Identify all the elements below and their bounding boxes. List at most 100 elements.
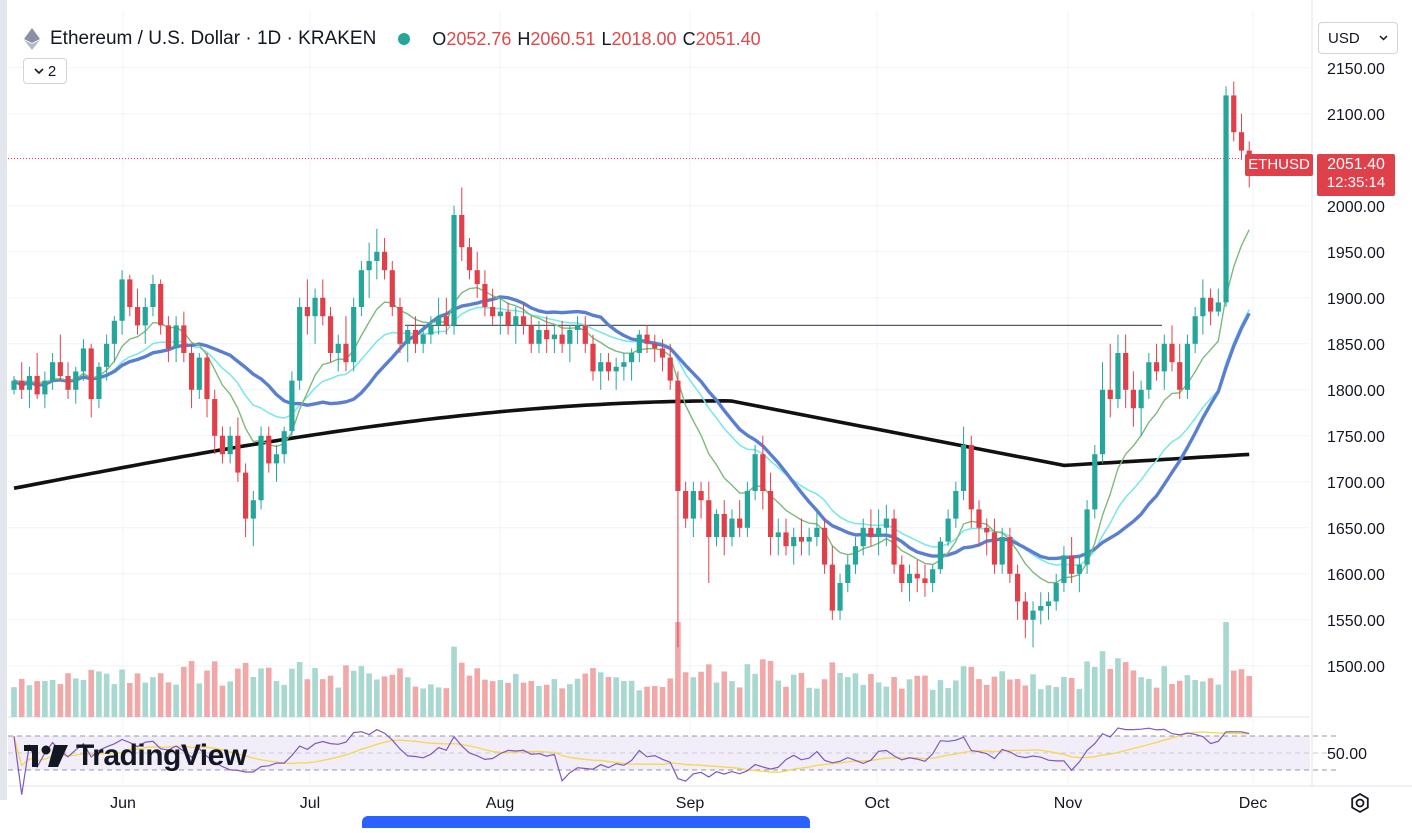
volume-bar — [188, 661, 195, 717]
symbol-interval[interactable]: 1D — [256, 28, 282, 49]
candle-body — [312, 297, 318, 317]
chevron-down-icon — [34, 67, 44, 74]
volume-bar — [265, 667, 272, 717]
candle-body — [1107, 389, 1113, 399]
candle-body — [729, 518, 735, 537]
volume-bar — [204, 670, 210, 717]
volume-bar — [891, 677, 897, 717]
candle-body — [227, 435, 233, 455]
volume-bar — [1061, 676, 1067, 717]
indicators-count: 2 — [47, 62, 57, 80]
candle-body — [876, 527, 882, 537]
volume-bar — [837, 672, 843, 717]
volume-bar — [536, 685, 542, 717]
candle-body — [343, 343, 349, 363]
volume-bar — [543, 684, 550, 717]
volume-bar — [1076, 688, 1083, 717]
time-tick-label: Sep — [676, 795, 705, 812]
candle-body — [636, 334, 642, 353]
indicators-collapse-button[interactable]: 2 — [23, 58, 67, 84]
volume-bar — [899, 688, 905, 717]
volume-bar — [1122, 662, 1129, 717]
volume-bar — [489, 681, 496, 717]
candle-body — [389, 270, 395, 307]
volume-bar — [551, 679, 558, 717]
candle-body — [1045, 601, 1052, 606]
candle-body — [960, 445, 967, 491]
volume-bar — [428, 684, 434, 717]
volume-bar — [1130, 670, 1137, 717]
symbol-name[interactable]: Ethereum / U.S. Dollar — [50, 28, 241, 49]
volume-bar — [906, 679, 913, 717]
volume-bar — [790, 674, 797, 717]
candle-body — [767, 491, 774, 537]
time-tick-label: Dec — [1239, 795, 1267, 812]
candle-body — [1115, 353, 1121, 399]
volume-bar — [1138, 677, 1144, 717]
price-tick-label: 1700.00 — [1327, 475, 1385, 492]
candle-body — [1123, 353, 1129, 390]
volume-bar — [1176, 680, 1183, 717]
settings-icon[interactable] — [1349, 792, 1371, 814]
candle-body — [551, 334, 557, 340]
volume-bar — [736, 687, 743, 717]
candle-body — [621, 362, 627, 367]
volume-bar — [1053, 687, 1059, 717]
volume-bar — [752, 673, 758, 717]
ma-long-line — [13, 399, 1250, 490]
volume-bar — [304, 679, 311, 717]
candle-body — [644, 334, 650, 344]
volume-bar — [250, 676, 257, 717]
symbol-exchange: KRAKEN — [298, 28, 377, 49]
candle-body — [1022, 601, 1028, 620]
candle-body — [351, 307, 357, 363]
candle-body — [104, 343, 110, 367]
volume-bar — [11, 687, 17, 717]
candle-body — [490, 307, 496, 317]
candle-body — [737, 518, 743, 528]
rsi-axis-label: 50.00 — [1327, 746, 1367, 763]
candle-body — [513, 316, 519, 326]
volume-bar — [381, 676, 388, 717]
candle-body — [258, 435, 264, 501]
volume-bar — [1246, 675, 1252, 717]
price-tick-label: 2150.00 — [1327, 61, 1385, 78]
price-tick-label: 1950.00 — [1327, 245, 1385, 262]
volume-bar — [605, 677, 612, 717]
candle-body — [374, 251, 380, 261]
volume-bar — [775, 680, 782, 717]
time-scrollbar[interactable] — [362, 816, 810, 828]
volume-bar — [474, 668, 480, 717]
currency-select[interactable]: USD — [1318, 22, 1398, 54]
volume-bar — [1230, 670, 1237, 717]
volume-bar — [458, 662, 465, 717]
ma-fast-line — [13, 229, 1250, 584]
candle-body — [304, 307, 310, 317]
candle-body — [775, 532, 781, 537]
volume-bar — [559, 688, 565, 717]
tradingview-logo[interactable]: TradingView — [24, 738, 247, 774]
market-status-dot — [398, 33, 411, 45]
volume-bar — [1184, 675, 1191, 717]
separator-dot: · — [240, 28, 257, 49]
volume-bar — [1161, 666, 1168, 717]
candle-body — [150, 284, 156, 307]
volume-bar — [1146, 679, 1152, 717]
price-tick-label: 1550.00 — [1327, 613, 1385, 630]
bar-countdown: 12:35:14 — [1326, 174, 1386, 191]
volume-bar — [320, 679, 326, 717]
candle-body — [420, 334, 426, 344]
candle-body — [899, 564, 905, 583]
volume-bar — [420, 688, 426, 717]
candle-body — [528, 325, 534, 344]
volume-bar — [505, 682, 511, 717]
volume-bar — [914, 675, 921, 717]
candle-body — [659, 348, 666, 358]
candle-body — [127, 279, 133, 307]
candle-body — [559, 334, 565, 344]
volume-bar — [80, 679, 87, 717]
volume-bar — [1153, 687, 1160, 717]
ohlc-low-key: L — [601, 28, 612, 49]
